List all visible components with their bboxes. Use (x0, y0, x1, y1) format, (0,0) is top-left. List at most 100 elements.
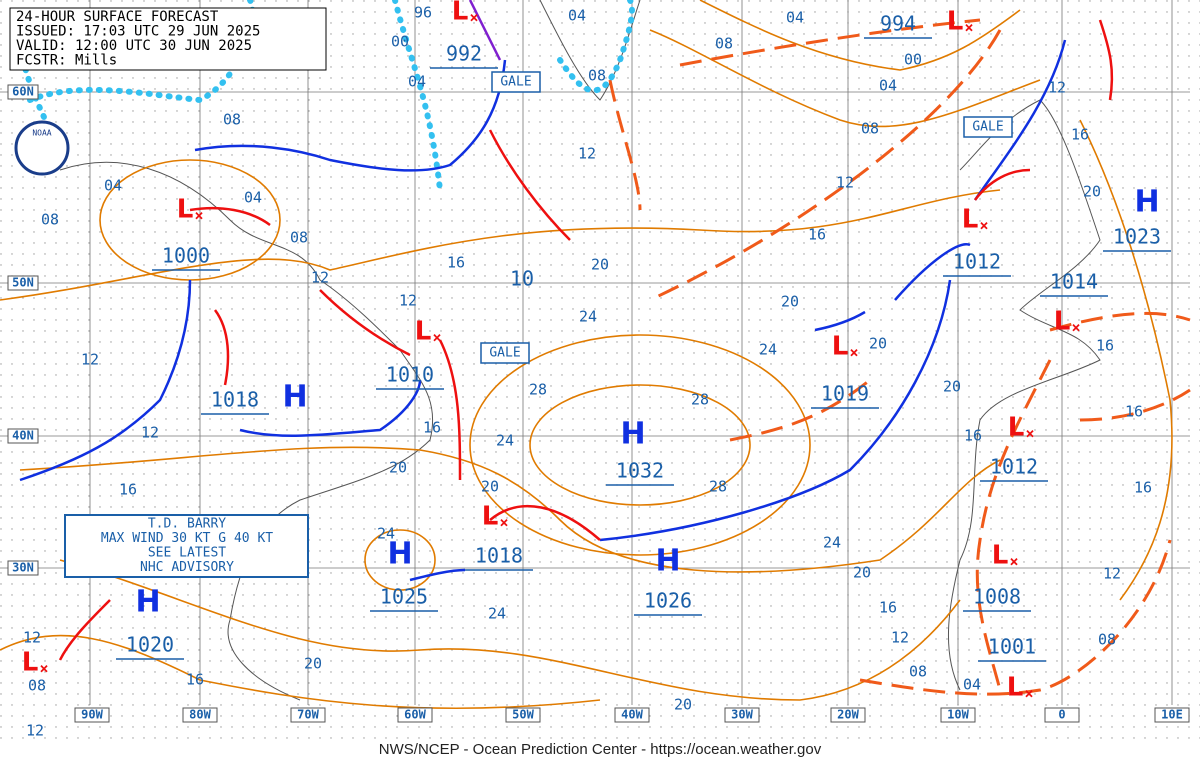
isobar-label: 04 (244, 189, 262, 207)
center-pressure: 1026 (644, 589, 692, 613)
isobar-label: 00 (391, 33, 409, 51)
lon-label: 40W (621, 708, 643, 722)
low-marker: × (1025, 425, 1034, 443)
pressure-center-letter: H (655, 544, 680, 579)
isobar-label: 12 (1048, 79, 1066, 97)
lat-label-bg (7, 275, 39, 291)
pressure-center-letter: L (452, 0, 469, 27)
pressure-center-letter: L (832, 332, 849, 362)
storm-box (64, 514, 309, 578)
header-line: ISSUED: 17:03 UTC 29 JUN 2025 (16, 24, 260, 40)
pressure-center-letter: L (177, 195, 194, 225)
pressure-center-letter: L (415, 317, 432, 347)
lat-label: 60N (12, 85, 34, 99)
lon-label: 10E (1161, 708, 1183, 722)
center-pressure: 1001 (988, 635, 1036, 659)
isobar-label: 00 (904, 51, 922, 69)
isobar-label: 10 (510, 267, 534, 291)
isobar-label: 20 (943, 378, 961, 396)
isobar-label: 12 (26, 722, 44, 740)
center-pressure: 1023 (1113, 225, 1161, 249)
isobar-label: 04 (568, 7, 586, 25)
isobar-label: 12 (23, 629, 41, 647)
isobar-label: 04 (786, 9, 804, 27)
lon-label-bg (940, 707, 976, 723)
center-pressure: 1010 (386, 363, 434, 387)
isobar-label: 12 (578, 145, 596, 163)
noaa-logo (14, 120, 70, 176)
lon-label-bg (397, 707, 433, 723)
isobar-label: 08 (909, 663, 927, 681)
center-pressure: 1008 (973, 585, 1021, 609)
gale-label: GALE (500, 75, 531, 90)
isobar-label: 16 (447, 254, 465, 272)
low-marker: × (499, 514, 508, 532)
isobar-label: 16 (119, 481, 137, 499)
center-pressure: 1020 (126, 633, 174, 657)
isobar-label: 20 (781, 293, 799, 311)
isobar-label: 16 (423, 419, 441, 437)
pressure-center-letter: L (22, 648, 39, 678)
pressure-center-letter: L (992, 541, 1009, 571)
lon-label: 30W (731, 708, 753, 722)
isobar-label: 16 (1096, 337, 1114, 355)
lon-label-bg (74, 707, 110, 723)
lat-label-bg (7, 84, 39, 100)
isobar-label: 20 (853, 564, 871, 582)
fronts (19, 0, 1114, 661)
isobar-label: 24 (488, 605, 506, 623)
footer-bg (0, 740, 1200, 764)
isobar-label: 12 (81, 351, 99, 369)
lon-label-bg (290, 707, 326, 723)
lon-label: 10W (947, 708, 969, 722)
isobar-label: 12 (141, 424, 159, 442)
pressure-center-letter: H (387, 537, 412, 572)
pressure-center-letter: L (947, 7, 964, 37)
low-marker: × (849, 344, 858, 362)
gale-box (480, 342, 530, 364)
storm-advisory-line: T.D. BARRY (148, 517, 226, 532)
low-marker: × (979, 217, 988, 235)
isobar-label: 08 (1098, 631, 1116, 649)
lon-label: 50W (512, 708, 534, 722)
isobar-label: 20 (304, 655, 322, 673)
isobar-label: 12 (836, 174, 854, 192)
isobar-label: 20 (1083, 183, 1101, 201)
isobar-label: 16 (186, 671, 204, 689)
storm-advisory-line: NHC ADVISORY (140, 560, 234, 575)
lon-label-bg (1154, 707, 1190, 723)
lon-label-bg (182, 707, 218, 723)
lon-label: 20W (837, 708, 859, 722)
background-grid (0, 0, 1200, 740)
isobar-label: 04 (104, 177, 122, 195)
isobar-label: 04 (408, 73, 426, 91)
isobar-label: 20 (674, 696, 692, 714)
center-pressure: 1012 (953, 250, 1001, 274)
isobar-label: 16 (1071, 126, 1089, 144)
low-marker: × (964, 19, 973, 37)
center-pressure: 1025 (380, 585, 428, 609)
center-pressure: 1014 (1050, 270, 1098, 294)
isobar-label: 12 (1103, 565, 1121, 583)
center-pressure: 1018 (211, 388, 259, 412)
center-pressure: 994 (880, 12, 916, 36)
isobar-label: 04 (879, 77, 897, 95)
lon-label-bg (1044, 707, 1080, 723)
header-line: 24-HOUR SURFACE FORECAST (16, 9, 219, 25)
pressure-center-letter: L (1008, 413, 1025, 443)
isobar-label: 08 (41, 211, 59, 229)
pressure-center-letter: L (1054, 307, 1071, 337)
isobar-label: 20 (389, 459, 407, 477)
isobar-label: 08 (588, 67, 606, 85)
logo-text: NOAA (32, 129, 51, 138)
isobar-label: 16 (1125, 403, 1143, 421)
low-marker: × (1071, 319, 1080, 337)
isobar-label: 28 (709, 478, 727, 496)
isobar-label: 24 (823, 534, 841, 552)
isobar-label: 24 (377, 525, 395, 543)
lon-label-bg (505, 707, 541, 723)
isobar-label: 12 (891, 629, 909, 647)
lon-label-bg (724, 707, 760, 723)
pressure-center-letter: L (1007, 673, 1024, 703)
center-pressure: 1032 (616, 459, 664, 483)
